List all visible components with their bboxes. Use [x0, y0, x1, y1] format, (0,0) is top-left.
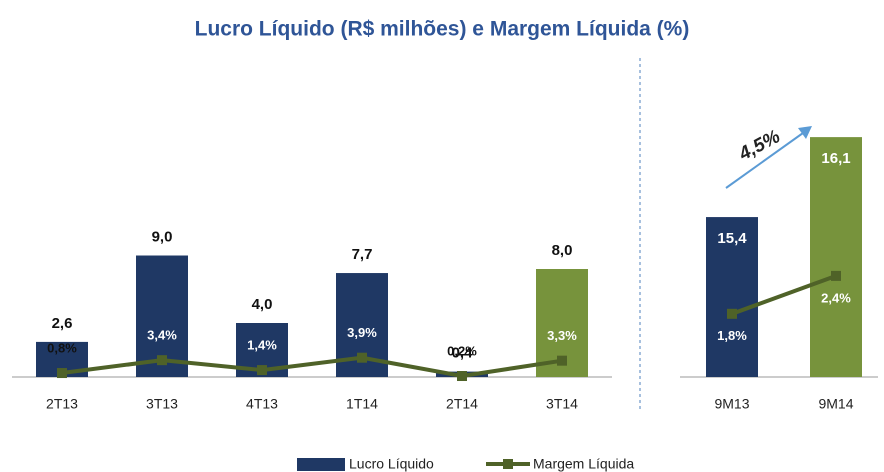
line-value-label: 1,4% — [247, 338, 277, 353]
x-tick-label: 3T13 — [146, 396, 178, 412]
annotation-arrow — [725, 127, 811, 189]
line-marker — [257, 365, 267, 376]
x-tick-label: 4T13 — [246, 396, 278, 412]
line-value-label: 3,3% — [547, 328, 577, 343]
bar-value-label: 7,7 — [352, 246, 373, 263]
line-marker — [57, 368, 67, 379]
line-value-label: 3,9% — [347, 325, 377, 340]
x-tick-label: 2T13 — [46, 396, 78, 412]
bar-value-label: 8,0 — [552, 242, 573, 259]
line — [731, 274, 837, 316]
line — [61, 355, 563, 379]
bar-value-label: 9,0 — [152, 228, 173, 245]
line-marker — [357, 352, 367, 363]
bar-value-label: 16,1 — [821, 150, 850, 167]
line-marker — [831, 270, 841, 281]
x-tick-label: 9M14 — [818, 396, 853, 412]
legend-label: Lucro Líquido — [349, 456, 434, 472]
x-tick-label: 2T14 — [446, 396, 478, 412]
bar — [810, 137, 862, 377]
bar-value-label: 0,4 — [452, 345, 474, 362]
line-value-label: 3,4% — [147, 328, 177, 343]
bar-value-label: 15,4 — [717, 230, 747, 247]
line-marker — [727, 308, 737, 319]
chart-title: Lucro Líquido (R$ milhões) e Margem Líqu… — [195, 18, 690, 41]
line-marker — [157, 355, 167, 366]
x-tick-label: 3T14 — [546, 396, 578, 412]
line-value-label: 0,8% — [47, 340, 77, 355]
line-value-label: 1,8% — [717, 328, 747, 343]
bar — [706, 217, 758, 377]
line-marker — [557, 355, 567, 366]
annotation-arrowhead — [798, 126, 812, 139]
line-value-label: 0,2% — [447, 343, 477, 358]
legend-swatch — [297, 458, 345, 471]
annotation: 4,5% — [735, 126, 784, 165]
bar-value-label: 2,6 — [52, 315, 73, 332]
legend-label: Margem Líquida — [533, 456, 634, 472]
legend-marker — [503, 459, 513, 469]
line-value-label: 2,4% — [821, 290, 851, 305]
line-marker — [457, 371, 467, 382]
x-tick-label: 1T14 — [346, 396, 378, 412]
bar-value-label: 4,0 — [252, 296, 273, 313]
x-tick-label: 9M13 — [714, 396, 749, 412]
